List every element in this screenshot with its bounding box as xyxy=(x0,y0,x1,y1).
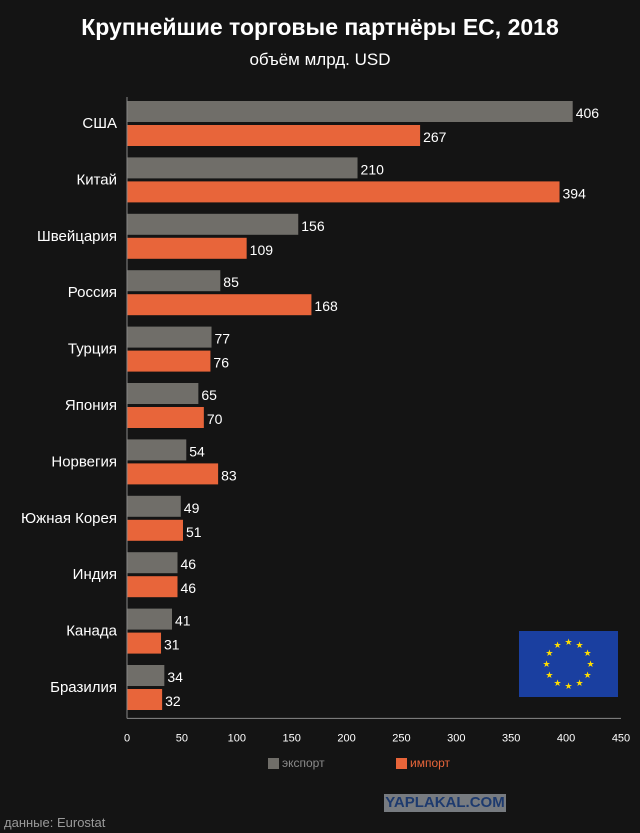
category-label: Южная Корея xyxy=(21,510,117,527)
data-label: 65 xyxy=(201,387,217,403)
category-label: Швейцария xyxy=(37,228,117,245)
data-label: 51 xyxy=(186,524,202,540)
watermark: YAPLAKAL.COM xyxy=(384,794,506,812)
x-tick-label: 350 xyxy=(502,732,520,744)
category-label: Норвегия xyxy=(51,453,117,470)
bar-import xyxy=(127,689,163,710)
data-label: 109 xyxy=(250,242,274,258)
legend-export: экспорт xyxy=(268,756,325,770)
data-label: 32 xyxy=(165,693,181,709)
bar-export xyxy=(127,665,165,686)
star-icon: ★ xyxy=(564,637,572,647)
bar-export xyxy=(127,270,221,292)
data-label: 76 xyxy=(213,355,229,371)
data-label: 85 xyxy=(223,274,239,290)
data-label: 156 xyxy=(301,218,325,234)
data-label: 41 xyxy=(175,613,191,629)
legend-label-import: импорт xyxy=(410,756,451,770)
data-label: 168 xyxy=(314,298,338,314)
star-icon: ★ xyxy=(564,681,572,691)
x-tick-label: 150 xyxy=(282,732,300,744)
category-label: Китай xyxy=(76,171,117,188)
chart-subtitle: объём млрд. USD xyxy=(249,50,391,69)
x-tick-label: 0 xyxy=(124,732,130,744)
category-label: США xyxy=(82,115,117,132)
star-icon: ★ xyxy=(545,670,553,680)
legend-label-export: экспорт xyxy=(282,756,325,770)
legend-swatch-export xyxy=(268,757,279,769)
data-label: 46 xyxy=(180,556,196,572)
star-icon: ★ xyxy=(575,678,583,688)
x-tick-label: 200 xyxy=(337,732,355,744)
bar-export xyxy=(127,101,573,122)
bar-export xyxy=(127,608,173,630)
x-tick-label: 300 xyxy=(447,732,465,744)
bar-export xyxy=(127,383,199,404)
bar-import xyxy=(127,463,219,485)
x-tick-label: 250 xyxy=(392,732,410,744)
bar-export xyxy=(127,213,299,235)
x-tick-label: 50 xyxy=(176,732,188,744)
category-label: Канада xyxy=(66,623,117,640)
data-label: 34 xyxy=(167,669,183,685)
category-label: Турция xyxy=(68,341,117,358)
star-icon: ★ xyxy=(553,678,561,688)
data-label: 210 xyxy=(361,161,385,177)
bar-import xyxy=(127,519,183,541)
legend-swatch-import xyxy=(396,757,407,769)
star-icon: ★ xyxy=(575,640,583,650)
star-icon: ★ xyxy=(553,640,561,650)
legend-import: импорт xyxy=(396,756,450,770)
data-label: 70 xyxy=(207,411,223,427)
bar-import xyxy=(127,125,421,146)
data-label: 54 xyxy=(189,443,205,459)
data-label: 77 xyxy=(215,331,231,347)
data-label: 31 xyxy=(164,637,180,653)
bar-import xyxy=(127,632,162,654)
eu-flag-icon: ★ ★ ★ ★ ★ ★ ★ ★ ★ ★ ★ ★ xyxy=(519,631,618,697)
eu-stars: ★ ★★★★★★★★★★★ xyxy=(542,637,594,691)
data-label: 394 xyxy=(563,185,587,201)
star-icon: ★ xyxy=(584,670,592,680)
category-label: Бразилия xyxy=(50,679,117,696)
chart-title: Крупнейшие торговые партнёры ЕС, 2018 xyxy=(81,14,559,40)
bar-export xyxy=(127,157,358,179)
x-tick-label: 100 xyxy=(228,732,246,744)
star-icon: ★ xyxy=(584,648,592,658)
bar-export xyxy=(127,439,187,461)
data-label: 267 xyxy=(423,129,447,145)
data-label: 46 xyxy=(180,580,196,596)
bar-export xyxy=(127,495,181,517)
category-label: Россия xyxy=(68,284,117,301)
x-tick-label: 450 xyxy=(612,732,630,744)
bar-import xyxy=(127,350,211,372)
data-label: 406 xyxy=(576,105,600,121)
bar-export xyxy=(127,326,212,348)
category-label: Индия xyxy=(73,566,117,583)
star-icon: ★ xyxy=(586,659,594,669)
source-note: данные: Eurostat xyxy=(4,815,106,830)
star-icon: ★ xyxy=(545,648,553,658)
category-label: Япония xyxy=(65,397,117,414)
bar-import xyxy=(127,576,178,598)
bar-export xyxy=(127,552,178,574)
data-label: 83 xyxy=(221,467,237,483)
bar-import xyxy=(127,407,204,428)
data-label: 49 xyxy=(184,500,200,516)
x-tick-label: 400 xyxy=(557,732,575,744)
bar-import xyxy=(127,181,560,203)
bar-import xyxy=(127,294,312,316)
star-icon: ★ xyxy=(542,659,550,669)
bar-import xyxy=(127,237,247,259)
